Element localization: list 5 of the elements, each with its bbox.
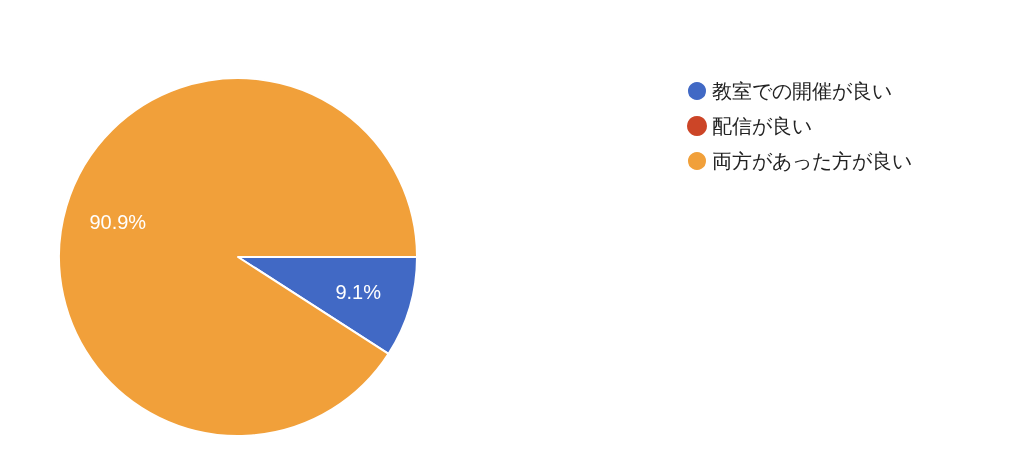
data-label: 90.9%: [89, 210, 147, 233]
data-label: 9.1%: [335, 281, 382, 304]
legend-label: 配信が良い: [712, 115, 812, 137]
legend-label: 両方があった方が良い: [712, 150, 912, 172]
legend-label: 教室での開催が良い: [712, 80, 892, 102]
